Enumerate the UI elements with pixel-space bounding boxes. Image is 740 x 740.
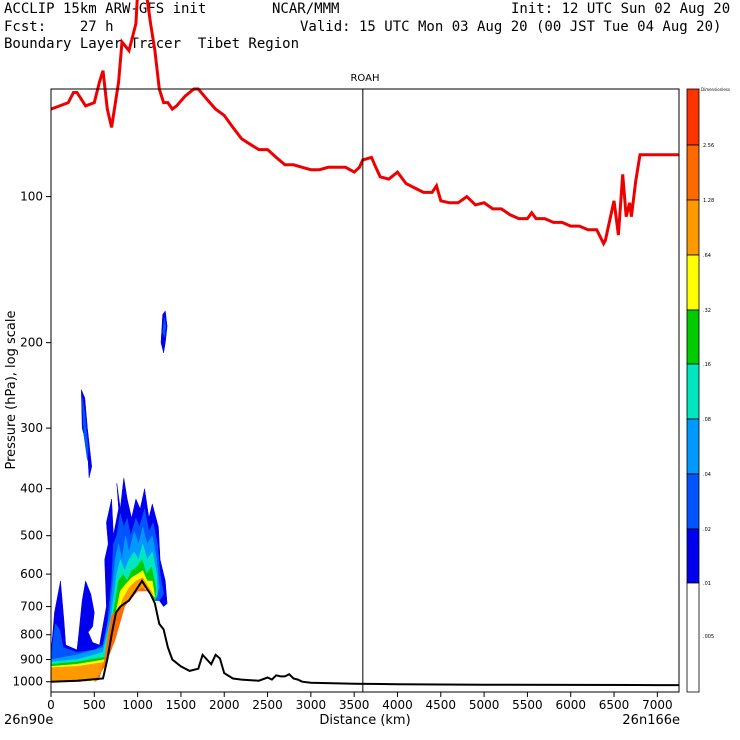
plume-11 bbox=[162, 318, 167, 338]
plot-frame bbox=[50, 88, 680, 693]
x-tick-label: 3500 bbox=[339, 698, 370, 712]
x-tick-label: 3000 bbox=[296, 698, 327, 712]
colorbar-title: Dimensionless bbox=[701, 87, 730, 92]
colorbar-label: .005 bbox=[703, 634, 714, 640]
colorbar-swatch bbox=[686, 199, 700, 256]
left-endpoint-label: 26n90e bbox=[4, 713, 53, 728]
chart-title: ROAH bbox=[350, 73, 379, 84]
colorbar-swatch bbox=[686, 582, 700, 693]
colorbar-label: .02 bbox=[703, 527, 711, 533]
tracer-plumes bbox=[50, 310, 168, 683]
terrain-line bbox=[50, 579, 679, 687]
colorbar-swatch bbox=[686, 418, 700, 475]
colorbar-swatch bbox=[686, 88, 700, 146]
x-tick-label: 6000 bbox=[555, 698, 586, 712]
x-tick-label: 6500 bbox=[599, 698, 630, 712]
header-field: Boundary Layer Tracer Tibet Region bbox=[4, 36, 300, 52]
right-endpoint-label: 26n166e bbox=[622, 713, 680, 728]
plume-9 bbox=[81, 397, 89, 461]
colorbar-label: .16 bbox=[703, 362, 711, 368]
colorbar-swatch bbox=[686, 309, 700, 365]
colorbar-swatch bbox=[686, 473, 700, 530]
y-tick-label: 100 bbox=[20, 190, 43, 204]
colorbar-label: .08 bbox=[703, 417, 711, 423]
x-tick-label: 7000 bbox=[642, 698, 673, 712]
colorbar-label: .04 bbox=[703, 472, 711, 478]
header-init: Init: 12 UTC Sun 02 Aug 20 bbox=[511, 1, 731, 17]
colorbar-label: 2.56 bbox=[703, 143, 714, 149]
x-tick-label: 1000 bbox=[122, 698, 153, 712]
colorbar-swatch bbox=[686, 363, 700, 420]
y-tick-label: 800 bbox=[20, 628, 43, 642]
colorbar-swatch bbox=[686, 528, 700, 584]
colorbar-swatch bbox=[686, 144, 700, 201]
header-org: NCAR/MMM bbox=[272, 1, 340, 17]
colorbar-label: .64 bbox=[703, 253, 711, 259]
y-axis-label: Pressure (hPa), log scale bbox=[4, 311, 19, 470]
x-tick-label: 2500 bbox=[252, 698, 283, 712]
colorbar: Dimensionless 2.56 1.28 .64 .32 .16 .08 .04 .02.… bbox=[686, 87, 730, 693]
header-valid: Valid: 15 UTC Mon 03 Aug 20 (00 JST Tue … bbox=[300, 19, 722, 35]
y-axis: 100 200 300 400 500 600 700 800 900 1000 bbox=[12, 190, 51, 689]
y-tick-label: 400 bbox=[20, 482, 43, 496]
x-axis: 0 500 1000 1500 2000 2500 3000 3500 4000 4500 5000… bbox=[47, 692, 673, 712]
colorbar-swatch bbox=[686, 254, 700, 311]
x-tick-label: 4500 bbox=[426, 698, 457, 712]
x-tick-label: 5500 bbox=[512, 698, 543, 712]
y-tick-label: 300 bbox=[20, 421, 43, 435]
y-tick-label: 900 bbox=[20, 653, 43, 667]
y-tick-label: 200 bbox=[20, 336, 43, 350]
y-tick-label: 1000 bbox=[12, 675, 43, 689]
x-tick-label: 0 bbox=[47, 698, 55, 712]
colorbar-label: .32 bbox=[703, 308, 711, 314]
tropopause-line bbox=[50, 0, 679, 247]
header-forecast: Fcst: 27 h bbox=[4, 19, 114, 35]
y-tick-label: 600 bbox=[20, 567, 43, 581]
colorbar-label: .01 bbox=[703, 581, 711, 587]
y-tick-label: 700 bbox=[20, 600, 43, 614]
x-tick-label: 4000 bbox=[382, 698, 413, 712]
x-tick-label: 2000 bbox=[209, 698, 240, 712]
x-axis-label: Distance (km) bbox=[319, 713, 410, 728]
colorbar-label: 1.28 bbox=[703, 198, 714, 204]
x-tick-label: 5000 bbox=[469, 698, 500, 712]
y-tick-label: 500 bbox=[20, 529, 43, 543]
x-tick-label: 500 bbox=[83, 698, 106, 712]
x-tick-label: 1500 bbox=[166, 698, 197, 712]
